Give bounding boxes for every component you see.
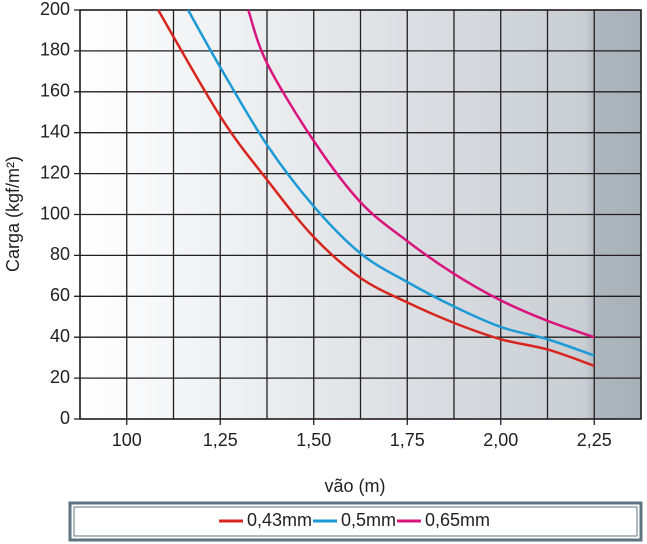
x-tick-label: 1,25 bbox=[203, 430, 238, 450]
x-tick-label: 2,00 bbox=[483, 430, 518, 450]
legend-box bbox=[68, 501, 643, 542]
x-tick-label: 100 bbox=[112, 430, 142, 450]
y-tick-label: 80 bbox=[50, 244, 70, 264]
y-tick-label: 0 bbox=[60, 408, 70, 428]
x-tick-label: 1,75 bbox=[390, 430, 425, 450]
y-tick-label: 160 bbox=[40, 81, 70, 101]
legend-label: 0,65mm bbox=[425, 510, 490, 530]
series-line bbox=[186, 9, 595, 357]
y-tick-label: 140 bbox=[40, 121, 70, 141]
plot-frame bbox=[79, 9, 642, 420]
series-line bbox=[247, 9, 595, 339]
x-tick-label: 2,25 bbox=[577, 430, 612, 450]
legend-inner bbox=[73, 506, 638, 537]
y-tick-label: 100 bbox=[40, 203, 70, 223]
legend-label: 0,5mm bbox=[341, 510, 396, 530]
y-tick-label: 180 bbox=[40, 40, 70, 60]
y-axis-label: Carga (kgf/m²) bbox=[3, 156, 23, 272]
series-line bbox=[157, 9, 595, 368]
y-tick-label: 20 bbox=[50, 367, 70, 387]
y-tick-label: 200 bbox=[40, 0, 70, 19]
x-axis-label: vão (m) bbox=[324, 476, 385, 496]
y-tick-label: 40 bbox=[50, 326, 70, 346]
x-tick-label: 1,50 bbox=[296, 430, 331, 450]
y-tick-label: 120 bbox=[40, 162, 70, 182]
y-tick-label: 60 bbox=[50, 285, 70, 305]
legend-label: 0,43mm bbox=[247, 510, 312, 530]
